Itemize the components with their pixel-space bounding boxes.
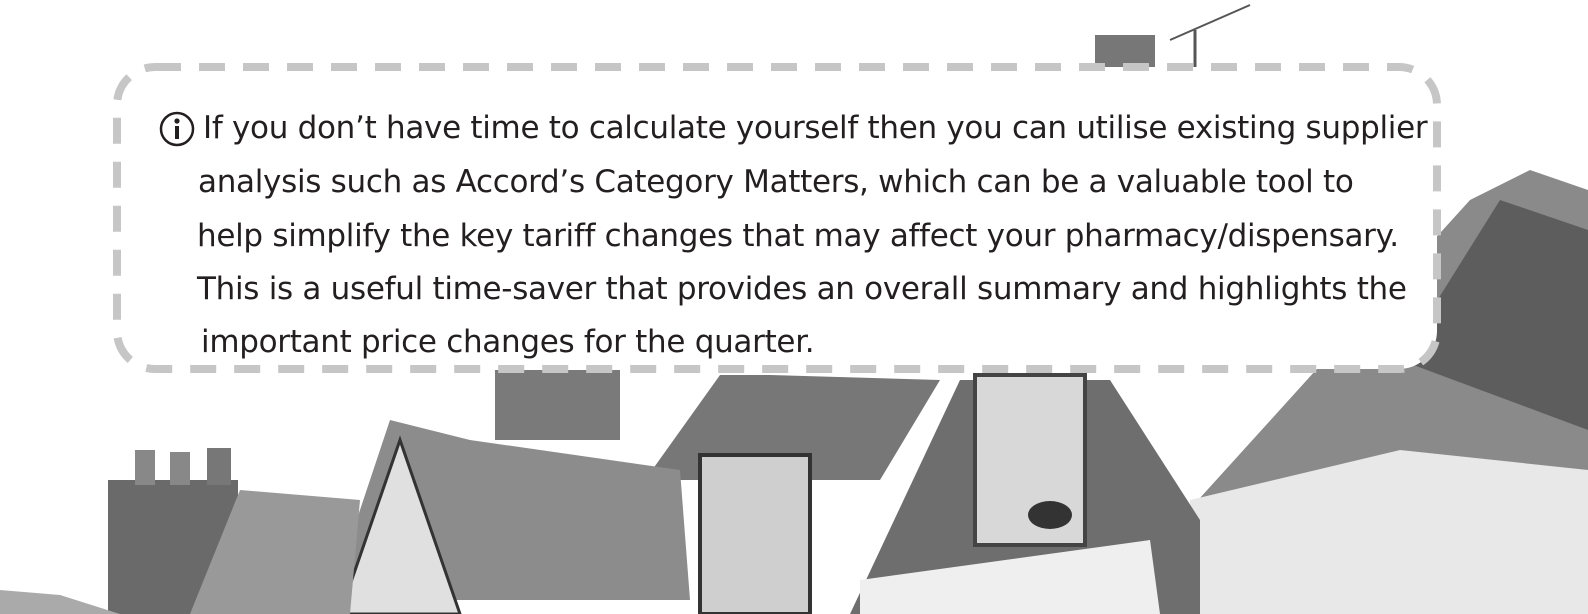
callout-line: analysis such as Accord’s Category Matte… xyxy=(198,164,1354,200)
info-icon-bar xyxy=(175,126,179,139)
callout-line: If you don’t have time to calculate your… xyxy=(203,110,1427,146)
pot xyxy=(207,448,231,485)
callout-line: This is a useful time-saver that provide… xyxy=(197,271,1407,307)
roof xyxy=(0,590,120,614)
pot xyxy=(170,452,190,485)
aerial xyxy=(1170,5,1250,40)
chimney xyxy=(495,370,620,440)
info-icon-dot xyxy=(174,118,179,123)
callout-line: important price changes for the quarter. xyxy=(201,324,814,360)
pigeon xyxy=(1028,501,1072,529)
callout-line: help simplify the key tariff changes tha… xyxy=(197,218,1399,254)
page: If you don’t have time to calculate your… xyxy=(0,0,1588,614)
pot xyxy=(135,450,155,485)
dormer xyxy=(700,455,810,614)
background-photo xyxy=(0,0,1588,614)
